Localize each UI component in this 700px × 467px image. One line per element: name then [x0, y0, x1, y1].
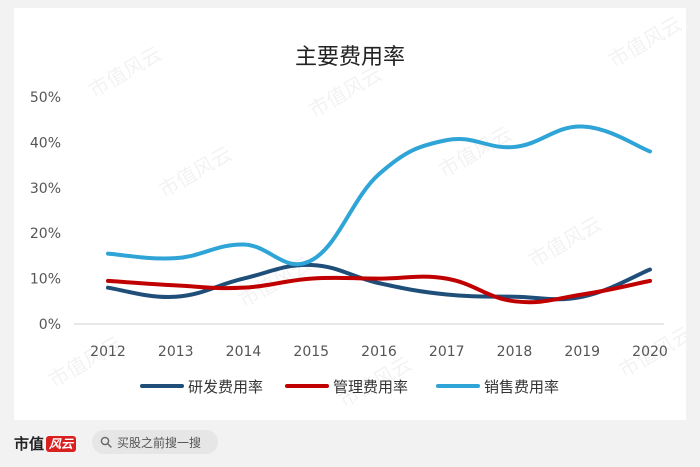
x-tick-label: 2015 — [293, 344, 329, 360]
watermark-text: 市值风云 — [305, 62, 386, 123]
x-tick-label: 2013 — [158, 344, 194, 360]
y-axis-tick-labels: 0% 10% 20% 30% 40% 50% — [30, 90, 61, 333]
y-tick-label: 20% — [30, 226, 61, 242]
x-axis-tick-labels: 2012 2013 2014 2015 2016 2017 2018 2019 2020 — [90, 344, 668, 360]
x-tick-label: 2018 — [497, 344, 533, 360]
chart-card: 市值风云 市值风云 市值风云 市值风云 市值风云 市值风云 市值风云 市值风云 市值风云 市值风云… — [14, 8, 686, 420]
watermark-text: 市值风云 — [525, 212, 606, 273]
x-tick-label: 2020 — [632, 344, 668, 360]
x-tick-label: 2016 — [361, 344, 397, 360]
y-tick-label: 0% — [39, 317, 61, 333]
series-line-1 — [106, 262, 652, 302]
x-tick-label: 2017 — [429, 344, 465, 360]
watermark-text: 市值风云 — [435, 122, 516, 183]
x-tick-label: 2014 — [226, 344, 262, 360]
watermark-text: 市值风云 — [155, 142, 236, 203]
y-tick-label: 30% — [30, 181, 61, 197]
series-line-3 — [106, 124, 652, 267]
brand-logo[interactable]: 市值 风云 — [14, 433, 77, 454]
legend-label: 销售费用率 — [484, 378, 559, 396]
series-lines — [106, 124, 652, 305]
brand-script-text: 风云 — [46, 435, 77, 452]
brand-text: 市值 — [14, 435, 45, 453]
search-icon — [100, 436, 112, 448]
search-label: 买股之前搜一搜 — [117, 435, 202, 450]
y-tick-label: 50% — [30, 90, 61, 106]
y-tick-label: 40% — [30, 135, 61, 151]
series-line-2 — [106, 274, 652, 305]
watermark-text: 市值风云 — [605, 12, 686, 73]
search-button[interactable]: 买股之前搜一搜 — [92, 430, 218, 454]
legend-label: 研发费用率 — [188, 378, 263, 396]
legend: 研发费用率 管理费用率 销售费用率 — [140, 378, 559, 396]
x-tick-label: 2019 — [564, 344, 600, 360]
legend-label: 管理费用率 — [333, 378, 408, 396]
chart-title: 主要费用率 — [295, 45, 405, 70]
watermark-text: 市值风云 — [45, 332, 126, 393]
watermark-text: 市值风云 — [85, 42, 166, 103]
y-tick-label: 10% — [30, 272, 61, 288]
x-tick-label: 2012 — [90, 344, 126, 360]
footer-bar: 市值 风云 买股之前搜一搜 — [0, 420, 700, 467]
